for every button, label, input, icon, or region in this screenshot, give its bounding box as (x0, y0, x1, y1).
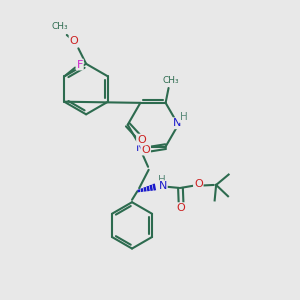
Text: N: N (136, 143, 145, 153)
Text: CH₃: CH₃ (162, 76, 179, 85)
Text: CH₃: CH₃ (52, 22, 68, 31)
Text: F: F (76, 59, 83, 70)
Text: O: O (194, 179, 203, 189)
Text: O: O (137, 135, 146, 145)
Text: O: O (177, 203, 185, 213)
Text: H: H (180, 112, 188, 122)
Text: O: O (141, 145, 150, 154)
Text: H: H (158, 175, 166, 184)
Text: O: O (70, 36, 78, 46)
Text: N: N (158, 181, 167, 191)
Text: N: N (172, 118, 181, 128)
